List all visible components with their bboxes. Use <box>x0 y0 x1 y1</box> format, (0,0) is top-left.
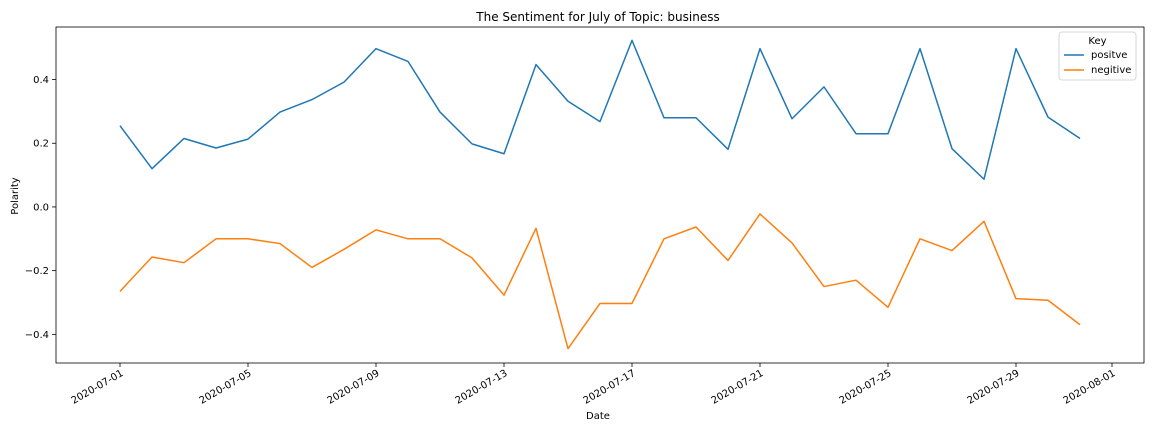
y-tick-label: −0.2 <box>25 266 49 277</box>
legend-label-positve: positve <box>1091 50 1127 61</box>
x-axis-label: Date <box>586 411 610 422</box>
y-tick-label: 0.2 <box>33 139 49 150</box>
y-tick-label: 0.4 <box>33 75 49 86</box>
chart-title: The Sentiment for July of Topic: busines… <box>475 10 719 24</box>
legend-label-negitive: negitive <box>1091 65 1131 76</box>
legend-box <box>1058 31 1137 81</box>
x-tick-label: 2020-07-09 <box>326 368 382 407</box>
x-tick-label: 2020-07-25 <box>838 368 894 407</box>
legend-title: Key <box>1088 36 1106 47</box>
plot-frame <box>55 26 1145 364</box>
legend: Key positve negitive <box>1058 31 1137 81</box>
series-line-positve <box>119 39 1081 180</box>
y-axis-label: Polarity <box>10 177 21 215</box>
y-tick-label: −0.4 <box>25 330 49 341</box>
y-tick-label: 0.0 <box>33 202 49 213</box>
x-tick-label: 2020-07-05 <box>198 368 254 407</box>
x-tick-label: 2020-07-21 <box>710 368 766 407</box>
plot-area: 0.4 0.2 0.0 −0.2 −0.4 2020-07-01 2020-07-05 202… <box>25 26 1145 407</box>
x-tick-label: 2020-08-01 <box>1062 368 1118 407</box>
series-line-negitive <box>119 213 1081 350</box>
x-tick-label: 2020-07-13 <box>454 368 510 407</box>
x-tick-label: 2020-07-01 <box>70 368 126 407</box>
x-tick-label: 2020-07-17 <box>582 368 638 407</box>
x-tick-label: 2020-07-29 <box>966 368 1022 407</box>
